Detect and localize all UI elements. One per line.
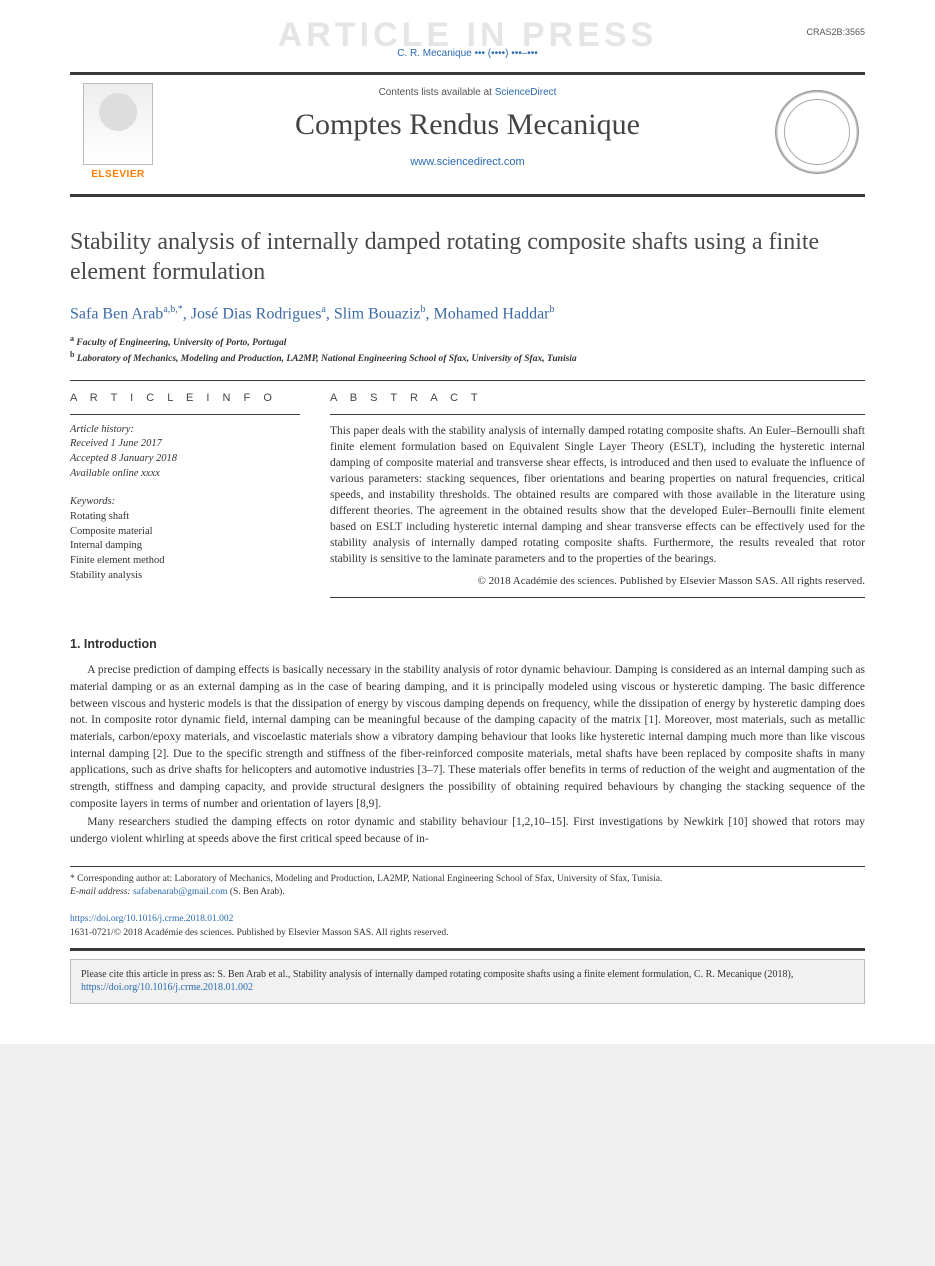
article-history: Article history: Received 1 June 2017 Ac… [70, 414, 300, 482]
title-block: Stability analysis of internally damped … [70, 227, 865, 366]
doi-block: https://doi.org/10.1016/j.crme.2018.01.0… [70, 913, 865, 940]
page: ARTICLE IN PRESS CRAS2B:3565 C. R. Mecan… [0, 0, 935, 1044]
email-person: (S. Ben Arab). [227, 887, 284, 897]
affiliations: a Faculty of Engineering, University of … [70, 334, 865, 366]
citation-box: Please cite this article in press as: S.… [70, 959, 865, 1004]
affiliation-b: b Laboratory of Mechanics, Modeling and … [70, 350, 865, 366]
affiliation-a-text: Faculty of Engineering, University of Po… [76, 338, 286, 348]
rule-before-citebox [70, 948, 865, 951]
citebox-text: Please cite this article in press as: S.… [81, 969, 793, 980]
issn-copyright-line: 1631-0721/© 2018 Académie des sciences. … [70, 927, 865, 940]
email-label: E-mail address: [70, 887, 133, 897]
doi-link[interactable]: https://doi.org/10.1016/j.crme.2018.01.0… [70, 914, 233, 924]
masthead-publisher-block: ELSEVIER [70, 83, 166, 180]
keyword-3: Internal damping [70, 539, 300, 554]
article-id: CRAS2B:3565 [806, 28, 865, 37]
affiliation-b-mark: b [70, 350, 74, 359]
intro-para-2: Many researchers studied the damping eff… [70, 814, 865, 847]
keywords-list: Rotating shaft Composite material Intern… [70, 510, 300, 583]
affiliation-a: a Faculty of Engineering, University of … [70, 334, 865, 350]
keyword-2: Composite material [70, 525, 300, 540]
author-2-marks: a [321, 304, 325, 315]
history-accepted: Accepted 8 January 2018 [70, 452, 300, 467]
section-1-heading: 1. Introduction [70, 638, 865, 651]
academie-seal-icon [775, 90, 859, 174]
info-abstract-row: A R T I C L E I N F O Article history: R… [70, 380, 865, 598]
introduction-body: A precise prediction of damping effects … [70, 662, 865, 847]
author-4-marks: b [550, 304, 555, 315]
journal-title: Comptes Rendus Mecanique [180, 108, 755, 142]
article-info-heading: A R T I C L E I N F O [70, 393, 300, 404]
abstract-copyright: © 2018 Académie des sciences. Published … [330, 574, 865, 589]
author-3-marks: b [421, 304, 426, 315]
running-head: C. R. Mecanique ••• (••••) •••–••• [70, 48, 865, 60]
email-line: E-mail address: safabenarab@gmail.com (S… [70, 886, 865, 899]
abstract-heading: A B S T R A C T [330, 393, 865, 404]
elsevier-tree-icon [83, 83, 153, 165]
masthead: ELSEVIER Contents lists available at Sci… [70, 75, 865, 188]
journal-site-link[interactable]: www.sciencedirect.com [410, 156, 524, 168]
contents-prefix: Contents lists available at [379, 87, 495, 98]
watermark-text: ARTICLE IN PRESS [278, 18, 657, 52]
contents-available: Contents lists available at ScienceDirec… [180, 87, 755, 98]
keyword-5: Stability analysis [70, 569, 300, 584]
abstract-column: A B S T R A C T This paper deals with th… [330, 393, 865, 598]
article-info-column: A R T I C L E I N F O Article history: R… [70, 393, 300, 598]
author-4: Mohamed Haddar [434, 305, 550, 322]
author-1: Safa Ben Arab [70, 305, 163, 322]
sciencedirect-link[interactable]: ScienceDirect [495, 87, 557, 98]
author-3: Slim Bouaziz [334, 305, 421, 322]
history-received: Received 1 June 2017 [70, 437, 300, 452]
masthead-center: Contents lists available at ScienceDirec… [180, 83, 755, 180]
affiliation-b-text: Laboratory of Mechanics, Modeling and Pr… [77, 354, 577, 364]
masthead-seal-block [769, 83, 865, 180]
abstract-text: This paper deals with the stability anal… [330, 414, 865, 568]
keyword-1: Rotating shaft [70, 510, 300, 525]
introduction-section: 1. Introduction A precise prediction of … [70, 638, 865, 848]
citebox-doi-link[interactable]: https://doi.org/10.1016/j.crme.2018.01.0… [81, 982, 253, 993]
publisher-name: ELSEVIER [91, 169, 144, 180]
intro-para-1: A precise prediction of damping effects … [70, 662, 865, 812]
corresponding-email-link[interactable]: safabenarab@gmail.com [133, 887, 227, 897]
author-1-marks: a,b,* [163, 304, 182, 315]
corresponding-author-note: * Corresponding author at: Laboratory of… [70, 873, 865, 886]
article-title: Stability analysis of internally damped … [70, 227, 865, 287]
keyword-4: Finite element method [70, 554, 300, 569]
keywords-label: Keywords: [70, 495, 300, 510]
rule-masthead-bottom [70, 194, 865, 197]
history-online: Available online xxxx [70, 467, 300, 482]
footnotes: * Corresponding author at: Laboratory of… [70, 866, 865, 900]
authors: Safa Ben Araba,b,*, José Dias Rodriguesa… [70, 303, 865, 326]
abstract-bottom-rule [330, 597, 865, 598]
history-label: Article history: [70, 423, 300, 438]
author-2: José Dias Rodrigues [191, 305, 322, 322]
affiliation-a-mark: a [70, 334, 74, 343]
